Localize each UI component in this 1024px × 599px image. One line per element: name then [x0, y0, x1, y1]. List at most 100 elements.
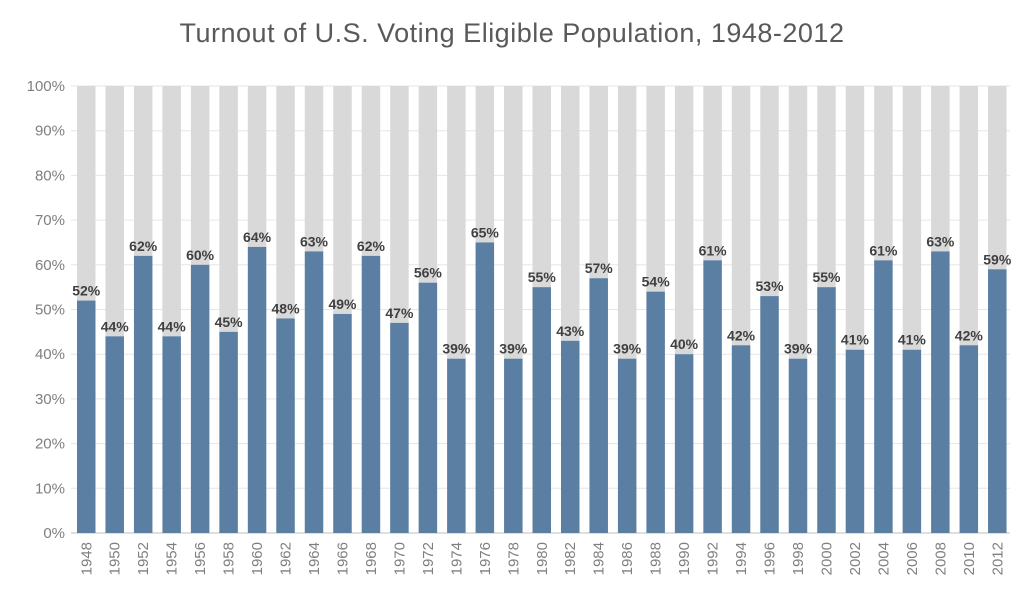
remainder-bar [447, 86, 466, 359]
turnout-bar [504, 358, 523, 533]
y-tick-label: 80% [35, 167, 65, 184]
remainder-bar [931, 86, 950, 252]
data-label: 41% [841, 332, 870, 348]
data-label: 41% [898, 332, 927, 348]
x-tick-label: 2004 [875, 542, 892, 575]
turnout-bar [931, 251, 950, 533]
turnout-bar [219, 331, 238, 533]
data-label: 62% [129, 238, 158, 254]
remainder-bar [560, 86, 580, 341]
data-label: 45% [215, 314, 244, 330]
x-tick-label: 1978 [505, 542, 522, 575]
data-label: 40% [670, 336, 699, 352]
remainder-bar [788, 86, 808, 359]
remainder-bar [703, 86, 722, 261]
turnout-bar [959, 345, 979, 533]
x-tick-label: 2008 [932, 542, 949, 575]
turnout-bar [304, 251, 324, 533]
remainder-bar [959, 86, 979, 346]
data-label: 64% [243, 229, 272, 245]
turnout-bar [77, 300, 96, 533]
data-label: 47% [385, 305, 414, 321]
remainder-bar [247, 86, 267, 247]
y-tick-label: 60% [35, 257, 65, 274]
data-label: 56% [414, 265, 443, 281]
turnout-bar [646, 291, 665, 533]
data-label: 54% [642, 274, 671, 290]
turnout-bar [247, 246, 267, 534]
turnout-bar [447, 358, 466, 533]
x-tick-label: 2006 [904, 542, 921, 575]
x-tick-label: 1950 [107, 542, 124, 575]
data-label: 44% [101, 318, 130, 334]
chart-title: Turnout of U.S. Voting Eligible Populati… [179, 18, 845, 48]
data-label: 55% [528, 269, 557, 285]
remainder-bar [874, 86, 893, 261]
remainder-bar [731, 86, 751, 346]
turnout-bar [190, 264, 210, 533]
x-tick-label: 1960 [249, 542, 266, 575]
turnout-bar [475, 242, 495, 533]
data-label: 61% [699, 242, 728, 258]
turnout-bar [333, 313, 352, 533]
x-tick-label: 1954 [164, 542, 181, 575]
y-tick-label: 90% [35, 123, 65, 140]
data-label: 63% [300, 233, 329, 249]
x-tick-label: 1976 [477, 542, 494, 575]
remainder-bar [276, 86, 295, 319]
remainder-bar [845, 86, 865, 350]
turnout-bar [560, 340, 580, 533]
remainder-bar [390, 86, 409, 323]
turnout-bar [674, 354, 694, 533]
remainder-bar [617, 86, 637, 359]
x-tick-label: 2000 [818, 542, 835, 575]
data-label: 43% [556, 323, 585, 339]
x-tick-label: 1998 [790, 542, 807, 575]
x-tick-label: 1980 [534, 542, 551, 575]
x-tick-label: 1994 [733, 542, 750, 575]
y-tick-label: 20% [35, 436, 65, 453]
turnout-bar [532, 287, 552, 533]
x-tick-label: 2002 [847, 542, 864, 575]
data-label: 62% [357, 238, 386, 254]
y-tick-label: 0% [43, 525, 65, 542]
remainder-bar [988, 86, 1007, 270]
remainder-bar [532, 86, 552, 288]
turnout-bar [418, 282, 438, 533]
data-label: 42% [955, 327, 984, 343]
remainder-bar [333, 86, 352, 314]
remainder-bar [418, 86, 438, 283]
x-tick-label: 1956 [192, 542, 209, 575]
x-tick-label: 1996 [762, 542, 779, 575]
turnout-bar [361, 255, 381, 534]
y-tick-label: 100% [27, 78, 65, 95]
remainder-bar [589, 86, 608, 279]
x-tick-label: 1970 [391, 542, 408, 575]
x-tick-label: 1990 [676, 542, 693, 575]
turnout-bar [589, 278, 608, 533]
data-label: 59% [983, 251, 1012, 267]
data-label: 39% [613, 341, 642, 357]
remainder-bar [162, 86, 181, 337]
turnout-bar [105, 336, 124, 533]
y-tick-label: 30% [35, 391, 65, 408]
x-tick-label: 1948 [78, 542, 95, 575]
turnout-bar [988, 269, 1007, 533]
x-tick-label: 1964 [306, 542, 323, 575]
turnout-bar [703, 260, 722, 533]
turnout-bar [133, 255, 153, 534]
turnout-bar [874, 260, 893, 533]
x-tick-label: 1958 [221, 542, 238, 575]
remainder-bar [902, 86, 922, 350]
remainder-bar [646, 86, 665, 292]
x-tick-label: 1992 [705, 542, 722, 575]
remainder-bar [105, 86, 124, 337]
data-label: 65% [471, 224, 500, 240]
turnout-bar [817, 287, 836, 533]
remainder-bar [475, 86, 495, 243]
x-tick-label: 1982 [562, 542, 579, 575]
turnout-bar [845, 349, 865, 533]
data-label: 57% [585, 260, 614, 276]
x-tick-label: 1988 [648, 542, 665, 575]
